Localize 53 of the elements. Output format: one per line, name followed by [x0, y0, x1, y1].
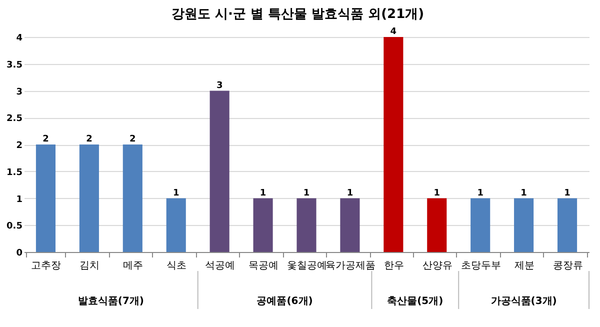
y-tick-label: 2 — [16, 141, 22, 151]
text: 축산물(5개) — [387, 296, 444, 307]
bar — [79, 144, 99, 252]
y-tick-label: 4 — [16, 34, 22, 44]
chart-title: 강원도 시·군 별 특산물 발효식품 외(21개) — [172, 7, 424, 22]
bar — [427, 198, 447, 252]
x-tick-label: 식초 — [166, 260, 187, 272]
x-tick-label: 육가공제품 — [325, 260, 376, 272]
data-label: 1 — [260, 188, 266, 198]
data-label: 4 — [390, 27, 397, 37]
bar — [210, 90, 230, 252]
data-label: 2 — [130, 134, 136, 144]
bar — [557, 198, 578, 252]
data-label: 1 — [303, 188, 310, 198]
data-label: 1 — [434, 188, 440, 198]
bar — [296, 198, 316, 252]
y-tick-label: 2.5 — [6, 114, 22, 124]
y-tick-label: 1.5 — [6, 168, 22, 178]
bar — [384, 37, 404, 252]
data-label: 1 — [520, 188, 527, 198]
x-tick-label: 콩장류 — [552, 260, 583, 272]
data-label: 3 — [216, 80, 223, 91]
text: 가공식품(3개) — [490, 296, 557, 307]
x-tick-label: 한우 — [384, 260, 404, 272]
y-tick-label: 3.5 — [6, 60, 22, 70]
bar — [253, 198, 273, 252]
bar — [36, 144, 56, 252]
data-label: 2 — [42, 134, 49, 144]
x-tick-label: 메주 — [123, 260, 144, 272]
y-tick-label: 0.5 — [6, 222, 22, 232]
x-tick-label: 목공예 — [248, 260, 279, 272]
text: 발효식품(7개) — [78, 296, 144, 307]
bar — [122, 144, 142, 252]
bar — [470, 198, 490, 252]
data-label: 1 — [172, 188, 180, 198]
y-tick-label: 1 — [16, 194, 22, 205]
text: 공예품(6개) — [256, 296, 313, 307]
data-label: 1 — [564, 188, 570, 198]
x-tick-label: 석공예 — [205, 260, 236, 272]
data-label: 2 — [86, 134, 92, 144]
bar — [166, 198, 186, 252]
x-tick-label: 제분 — [514, 260, 534, 272]
x-tick-label: 김치 — [80, 260, 100, 272]
bar — [514, 198, 534, 252]
data-label: 1 — [477, 188, 484, 198]
x-tick-label: 옻칠공예 — [287, 260, 327, 272]
y-tick-label: 0 — [16, 248, 22, 258]
x-tick-label: 고추장 — [31, 260, 62, 272]
bar — [340, 198, 360, 252]
data-label: 1 — [346, 188, 354, 198]
x-tick-label: 산양유 — [422, 260, 452, 272]
x-tick-label: 초당두부 — [460, 260, 501, 272]
y-tick-label: 3 — [16, 87, 22, 98]
